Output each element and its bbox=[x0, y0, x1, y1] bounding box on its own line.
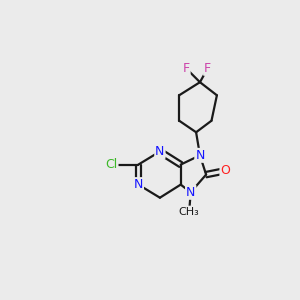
Text: N: N bbox=[134, 178, 143, 191]
Text: Cl: Cl bbox=[105, 158, 118, 171]
Text: F: F bbox=[182, 62, 190, 75]
Text: N: N bbox=[195, 149, 205, 162]
Text: O: O bbox=[220, 164, 230, 177]
Text: N: N bbox=[155, 145, 165, 158]
Text: CH₃: CH₃ bbox=[179, 207, 200, 217]
Text: F: F bbox=[204, 62, 211, 75]
Text: N: N bbox=[186, 186, 195, 199]
